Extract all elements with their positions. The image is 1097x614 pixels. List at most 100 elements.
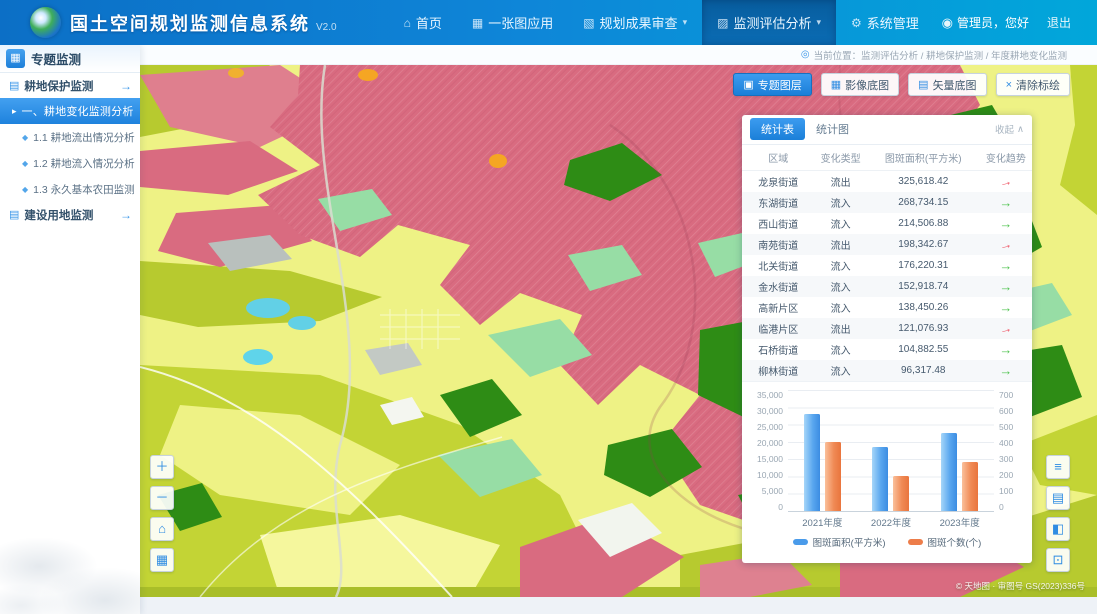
sidebar-item-outflow[interactable]: ◆ 1.1 耕地流出情况分析 — [0, 124, 140, 150]
user-icon: ◉ — [941, 15, 953, 30]
navbar-user-area: ◉ 管理员，您好 退出 — [942, 14, 1097, 31]
panel-collapse-button[interactable]: 收起 ∧ — [995, 122, 1024, 137]
cell-area: 121,076.93 — [898, 322, 949, 334]
nav-tab-label: 监测评估分析 — [733, 16, 812, 31]
measure-icon: ▦ — [155, 552, 169, 567]
bar-group-2022 — [872, 390, 910, 511]
x-tick: 2022年度 — [870, 517, 912, 529]
table-row[interactable]: 南苑街道 流出 198,342.67 → — [742, 233, 1032, 255]
cell-type: 流入 — [830, 282, 851, 294]
legend-label: 图斑面积(平方米) — [812, 537, 886, 549]
measure-button[interactable]: ▦ — [150, 548, 174, 572]
cell-type: 流入 — [830, 198, 851, 210]
home-extent-button[interactable]: ⌂ — [150, 517, 174, 541]
sidebar-section-construction[interactable]: ▤ 建设用地监测 → — [0, 202, 140, 227]
imagery-icon: ▦ — [830, 79, 842, 91]
list-icon: ≡ — [1054, 459, 1062, 474]
cell-region: 南苑街道 — [758, 240, 799, 252]
sidebar-item-active[interactable]: ▸ 一、耕地变化监测分析 — [0, 98, 140, 124]
nav-tab-system[interactable]: ⚙ 系统管理 — [836, 0, 934, 45]
vector-map-icon: ▤ — [918, 79, 929, 91]
cell-region: 高新片区 — [758, 303, 799, 315]
chart-legend: 图斑面积(平方米) 图斑个数(个) — [750, 535, 1024, 549]
bar-count-2022 — [893, 476, 910, 511]
col-header-trend: 变化趋势 — [979, 144, 1032, 171]
nav-tab-label: 首页 — [415, 16, 442, 31]
nav-tab-label: 规划成果审查 — [599, 16, 678, 31]
swipe-compare-button[interactable]: ◧ — [1046, 517, 1070, 541]
nav-tab-home[interactable]: ⌂ 首页 — [389, 0, 457, 45]
trend-arrow-icon: → — [999, 215, 1013, 231]
cell-type: 流入 — [830, 261, 851, 273]
sidebar-item-label: 1.2 耕地流入情况分析 — [33, 157, 135, 170]
table-row[interactable]: 临港片区 流出 121,076.93 → — [742, 317, 1032, 339]
sidebar-title: ▦ 专题监测 — [0, 45, 140, 73]
trend-arrow-icon: → — [999, 278, 1013, 294]
layers-icon: ▣ — [743, 79, 754, 91]
app-version: V2.0 — [316, 22, 337, 33]
table-row[interactable]: 东湖街道 流入 268,734.15 → — [742, 191, 1032, 213]
nav-tab-label: 一张图应用 — [488, 16, 554, 31]
legend-item-count: 图斑个数(个) — [907, 535, 981, 549]
clear-drawing-button[interactable]: × 清除标绘 — [995, 73, 1070, 96]
chevron-down-icon: ▾ — [682, 17, 688, 27]
imagery-basemap-button[interactable]: ▦ 影像底图 — [820, 73, 900, 96]
map-controls-left: ＋ － ⌂ ▦ — [150, 455, 174, 572]
left-sidebar: ▦ 专题监测 ▤ 耕地保护监测 → ▸ 一、耕地变化监测分析 ◆ 1.1 耕地流… — [0, 45, 140, 614]
cell-area: 176,220.31 — [898, 259, 949, 271]
trend-arrow-icon: → — [997, 172, 1015, 191]
table-row[interactable]: 柳林街道 流入 96,317.48 → — [742, 359, 1032, 381]
trend-arrow-icon: → — [999, 362, 1013, 378]
analysis-icon: ▨ — [717, 15, 729, 30]
x-axis-categories: 2021年度 2022年度 2023年度 — [788, 515, 994, 529]
minus-icon: － — [155, 490, 169, 505]
legend-button[interactable]: ▤ — [1046, 486, 1070, 510]
cell-type: 流入 — [830, 219, 851, 231]
sidebar-section-farmland[interactable]: ▤ 耕地保护监测 → — [0, 73, 140, 98]
theme-layers-button[interactable]: ▣ 专题图层 — [733, 73, 812, 96]
button-label: 矢量底图 — [932, 79, 977, 92]
table-row[interactable]: 石桥街道 流入 104,882.55 → — [742, 339, 1032, 360]
sidebar-item-inflow[interactable]: ◆ 1.2 耕地流入情况分析 — [0, 150, 140, 176]
nav-tab-monitor-analysis[interactable]: ▨ 监测评估分析 ▾ — [702, 0, 836, 45]
top-navbar: 国土空间规划监测信息系统 V2.0 ⌂ 首页 ▦ 一张图应用 ▧ 规划成果审查 … — [0, 0, 1097, 45]
map-toolbar: ▣ 专题图层 ▦ 影像底图 ▤ 矢量底图 × 清除标绘 — [733, 73, 1070, 96]
breadcrumb-strip: ◎ 当前位置：监测评估分析 / 耕地保护监测 / 年度耕地变化监测 — [140, 45, 1097, 65]
logout-button[interactable]: 退出 — [1046, 16, 1071, 30]
folder-icon: ▤ — [9, 209, 20, 221]
home-icon: ⌂ — [158, 521, 166, 536]
vector-basemap-button[interactable]: ▤ 矢量底图 — [908, 73, 987, 96]
table-row[interactable]: 龙泉街道 流出 325,618.42 → — [742, 170, 1032, 192]
layer-list-button[interactable]: ≡ — [1046, 455, 1070, 479]
table-row[interactable]: 高新片区 流入 138,450.26 → — [742, 297, 1032, 318]
cell-area: 198,342.67 — [898, 238, 949, 250]
fullscreen-button[interactable]: ⊡ — [1046, 548, 1070, 572]
button-label: 专题图层 — [757, 79, 802, 92]
bar-count-2021 — [824, 441, 841, 511]
bar-count-2023 — [962, 462, 979, 511]
arrow-right-icon: → — [120, 78, 132, 93]
sidebar-item-label: 1.1 耕地流出情况分析 — [33, 131, 135, 144]
tab-stat-table[interactable]: 统计表 — [750, 118, 805, 141]
nav-tab-onemap[interactable]: ▦ 一张图应用 — [457, 0, 568, 45]
sidebar-item-permanent-farmland[interactable]: ◆ 1.3 永久基本农田监测 — [0, 176, 140, 202]
tab-stat-chart[interactable]: 统计图 — [816, 124, 849, 137]
panel-tab-bar: 统计表 统计图 收起 ∧ — [742, 115, 1032, 145]
trend-arrow-icon: → — [999, 194, 1013, 210]
arrow-right-icon: → — [120, 207, 132, 222]
user-greeting: ◉ 管理员，您好 — [941, 15, 1029, 30]
cell-type: 流出 — [830, 177, 851, 189]
zoom-out-button[interactable]: － — [150, 486, 174, 510]
cell-area: 104,882.55 — [898, 343, 949, 355]
cloud-decoration — [0, 444, 140, 614]
table-row[interactable]: 西山街道 流入 214,506.88 → — [742, 213, 1032, 234]
plus-icon: ＋ — [155, 459, 169, 474]
zoom-in-button[interactable]: ＋ — [150, 455, 174, 479]
legend-marker-blue — [792, 538, 808, 545]
cell-region: 西山街道 — [758, 219, 799, 231]
table-row[interactable]: 金水街道 流入 152,918.74 → — [742, 275, 1032, 297]
map-controls-right: ≡ ▤ ◧ ⊡ — [1046, 455, 1070, 572]
table-row[interactable]: 北关街道 流入 176,220.31 → — [742, 255, 1032, 276]
cell-region: 北关街道 — [758, 261, 799, 273]
nav-tab-review[interactable]: ▧ 规划成果审查 ▾ — [568, 0, 702, 45]
